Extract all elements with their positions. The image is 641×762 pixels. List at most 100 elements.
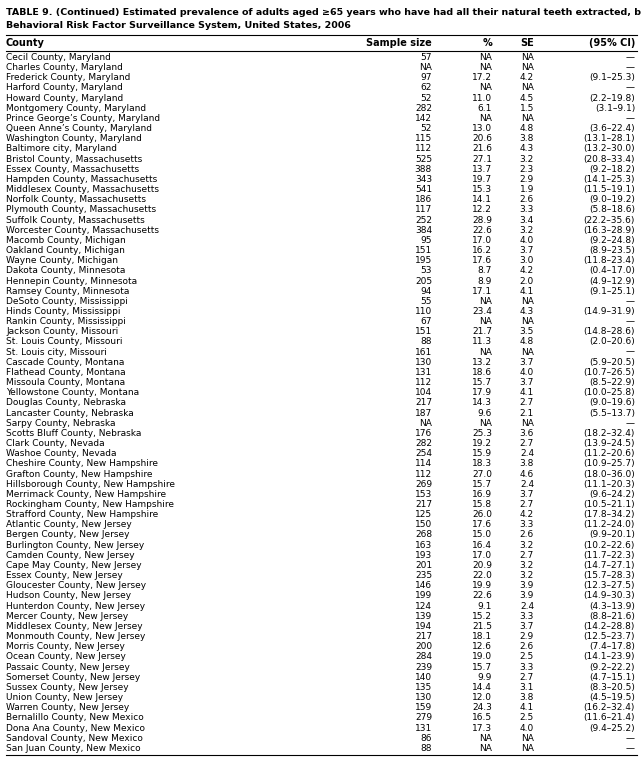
Text: NA: NA: [479, 84, 492, 92]
Text: 3.2: 3.2: [520, 541, 534, 549]
Text: 130: 130: [415, 358, 432, 367]
Text: (9.2–18.2): (9.2–18.2): [589, 165, 635, 174]
Text: 17.2: 17.2: [472, 73, 492, 82]
Text: 19.7: 19.7: [472, 175, 492, 184]
Text: Burlington County, New Jersey: Burlington County, New Jersey: [6, 541, 144, 549]
Text: 3.4: 3.4: [520, 216, 534, 225]
Text: Frederick County, Maryland: Frederick County, Maryland: [6, 73, 130, 82]
Text: Bristol County, Massachusetts: Bristol County, Massachusetts: [6, 155, 142, 164]
Text: (9.1–25.1): (9.1–25.1): [589, 287, 635, 296]
Text: 19.0: 19.0: [472, 652, 492, 661]
Text: NA: NA: [521, 317, 534, 326]
Text: 8.9: 8.9: [478, 277, 492, 286]
Text: Scotts Bluff County, Nebraska: Scotts Bluff County, Nebraska: [6, 429, 142, 438]
Text: Prince George’s County, Maryland: Prince George’s County, Maryland: [6, 114, 160, 123]
Text: 2.0: 2.0: [520, 277, 534, 286]
Text: (9.4–25.2): (9.4–25.2): [589, 724, 635, 732]
Text: Montgomery County, Maryland: Montgomery County, Maryland: [6, 104, 146, 113]
Text: —: —: [626, 84, 635, 92]
Text: 3.7: 3.7: [520, 246, 534, 255]
Text: Cascade County, Montana: Cascade County, Montana: [6, 358, 124, 367]
Text: Cecil County, Maryland: Cecil County, Maryland: [6, 53, 111, 62]
Text: (11.8–23.4): (11.8–23.4): [583, 256, 635, 265]
Text: 343: 343: [415, 175, 432, 184]
Text: Behavioral Risk Factor Surveillance System, United States, 2006: Behavioral Risk Factor Surveillance Syst…: [6, 21, 351, 30]
Text: 130: 130: [415, 693, 432, 702]
Text: Sussex County, New Jersey: Sussex County, New Jersey: [6, 683, 129, 692]
Text: (20.8–33.4): (20.8–33.4): [583, 155, 635, 164]
Text: (8.3–20.5): (8.3–20.5): [589, 683, 635, 692]
Text: 17.6: 17.6: [472, 520, 492, 530]
Text: Union County, New Jersey: Union County, New Jersey: [6, 693, 123, 702]
Text: 13.7: 13.7: [472, 165, 492, 174]
Text: 28.9: 28.9: [472, 216, 492, 225]
Text: 18.3: 18.3: [472, 459, 492, 469]
Text: (4.5–19.5): (4.5–19.5): [589, 693, 635, 702]
Text: NA: NA: [521, 63, 534, 72]
Text: 3.3: 3.3: [520, 206, 534, 214]
Text: 125: 125: [415, 511, 432, 519]
Text: Cape May County, New Jersey: Cape May County, New Jersey: [6, 561, 142, 570]
Text: 114: 114: [415, 459, 432, 469]
Text: (4.7–15.1): (4.7–15.1): [589, 673, 635, 682]
Text: 235: 235: [415, 572, 432, 580]
Text: 86: 86: [420, 734, 432, 743]
Text: Passaic County, New Jersey: Passaic County, New Jersey: [6, 663, 130, 671]
Text: 117: 117: [415, 206, 432, 214]
Text: 6.1: 6.1: [478, 104, 492, 113]
Text: Suffolk County, Massachusetts: Suffolk County, Massachusetts: [6, 216, 145, 225]
Text: Bergen County, New Jersey: Bergen County, New Jersey: [6, 530, 129, 539]
Text: —: —: [626, 53, 635, 62]
Text: NA: NA: [479, 734, 492, 743]
Text: Oakland County, Michigan: Oakland County, Michigan: [6, 246, 125, 255]
Text: (5.5–13.7): (5.5–13.7): [589, 408, 635, 418]
Text: 3.2: 3.2: [520, 226, 534, 235]
Text: 52: 52: [420, 94, 432, 103]
Text: Worcester County, Massachusetts: Worcester County, Massachusetts: [6, 226, 159, 235]
Text: NA: NA: [521, 734, 534, 743]
Text: (13.1–28.1): (13.1–28.1): [583, 134, 635, 143]
Text: Middlesex County, New Jersey: Middlesex County, New Jersey: [6, 622, 143, 631]
Text: —: —: [626, 744, 635, 753]
Text: 4.0: 4.0: [520, 368, 534, 377]
Text: 3.2: 3.2: [520, 155, 534, 164]
Text: 2.4: 2.4: [520, 480, 534, 488]
Text: 17.3: 17.3: [472, 724, 492, 732]
Text: 67: 67: [420, 317, 432, 326]
Text: (0.4–17.0): (0.4–17.0): [589, 267, 635, 275]
Text: 27.0: 27.0: [472, 469, 492, 479]
Text: 2.5: 2.5: [520, 652, 534, 661]
Text: 112: 112: [415, 145, 432, 153]
Text: 146: 146: [415, 581, 432, 591]
Text: 217: 217: [415, 632, 432, 641]
Text: (10.2–22.6): (10.2–22.6): [583, 541, 635, 549]
Text: NA: NA: [419, 63, 432, 72]
Text: Douglas County, Nebraska: Douglas County, Nebraska: [6, 399, 126, 408]
Text: Atlantic County, New Jersey: Atlantic County, New Jersey: [6, 520, 132, 530]
Text: 4.8: 4.8: [520, 124, 534, 133]
Text: 151: 151: [415, 328, 432, 336]
Text: (4.3–13.9): (4.3–13.9): [589, 602, 635, 610]
Text: 3.7: 3.7: [520, 358, 534, 367]
Text: NA: NA: [479, 297, 492, 306]
Text: 4.1: 4.1: [520, 703, 534, 712]
Text: 26.0: 26.0: [472, 511, 492, 519]
Text: 22.6: 22.6: [472, 226, 492, 235]
Text: 3.2: 3.2: [520, 561, 534, 570]
Text: 2.6: 2.6: [520, 530, 534, 539]
Text: (8.5–22.9): (8.5–22.9): [589, 378, 635, 387]
Text: (22.2–35.6): (22.2–35.6): [583, 216, 635, 225]
Text: 4.2: 4.2: [520, 267, 534, 275]
Text: 388: 388: [415, 165, 432, 174]
Text: 11.0: 11.0: [472, 94, 492, 103]
Text: 2.9: 2.9: [520, 175, 534, 184]
Text: 3.8: 3.8: [520, 459, 534, 469]
Text: (11.7–22.3): (11.7–22.3): [583, 551, 635, 560]
Text: 4.5: 4.5: [520, 94, 534, 103]
Text: 55: 55: [420, 297, 432, 306]
Text: NA: NA: [521, 419, 534, 427]
Text: Essex County, New Jersey: Essex County, New Jersey: [6, 572, 122, 580]
Text: 194: 194: [415, 622, 432, 631]
Text: 17.6: 17.6: [472, 256, 492, 265]
Text: 187: 187: [415, 408, 432, 418]
